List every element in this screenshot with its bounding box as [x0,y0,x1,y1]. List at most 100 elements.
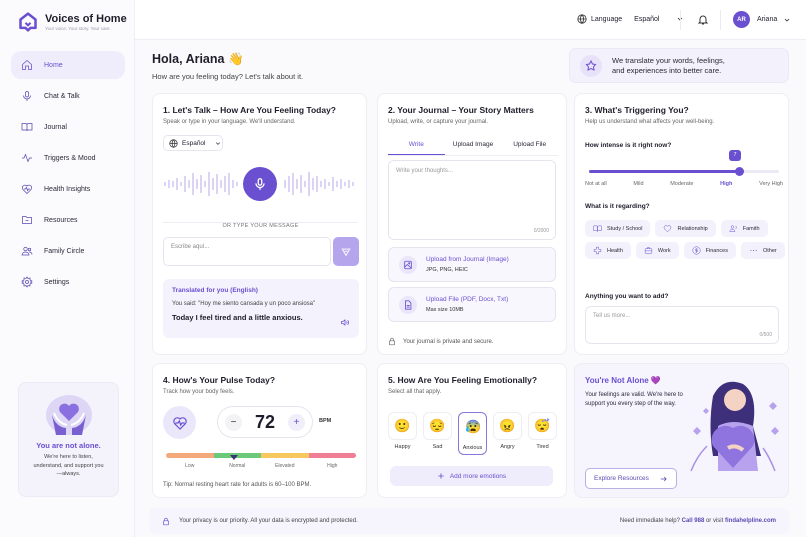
not-alone-title: You're Not Alone 💜 [585,376,661,385]
arrow-right-icon [660,476,667,481]
talk-language-select[interactable]: Español [163,135,223,151]
message-input[interactable]: Escribe aquí... [163,237,331,266]
heart-rate-icon-badge [163,406,196,439]
page-subtitle: How are you feeling today? Let's talk ab… [152,72,304,81]
woman-hugging-heart-illustration [690,381,779,472]
emotion-angry[interactable]: 😠 Angry [493,412,522,455]
chip-work[interactable]: Work [635,242,679,259]
sidebar-item-home[interactable]: Home [11,51,125,79]
chip-other[interactable]: Other [740,242,785,259]
mic-icon [255,178,265,190]
sidebar-item-settings[interactable]: Settings [11,268,125,296]
record-voice-button[interactable] [243,167,277,201]
book-icon [593,225,602,232]
upload-file-button[interactable]: Upload File (PDF, Docx, Txt) Max size 10… [388,287,556,322]
chip-finances[interactable]: Finances [683,242,736,259]
intensity-value-bubble: 7 [729,150,741,161]
privacy-note: Your privacy is our priority. All your d… [179,518,358,524]
emotion-happy[interactable]: 🙂 Happy [388,412,417,455]
talk-language-value: Español [182,139,206,147]
play-audio-button[interactable] [340,318,350,329]
emotions-subtitle: Select all that apply. [388,389,442,395]
call-988-link[interactable]: Call 988 [681,518,705,524]
emotion-tired[interactable]: 😴 Tired [528,412,557,455]
not-alone-card: You're Not Alone 💜 Your feelings are val… [574,363,789,498]
pulse-range-bar [166,453,356,458]
pulse-icon [22,153,32,163]
sidebar-item-health[interactable]: Health Insights [11,175,125,203]
chevron-down-icon [215,141,220,145]
sidebar-nav: Home Chat & Talk Journal Triggers & Mood… [11,51,125,299]
heart-icon [664,225,672,233]
book-icon [21,123,33,132]
trigger-details-textarea[interactable]: Tell us more... 0/500 [585,306,779,344]
support-card-title: You are not alone. [36,441,101,450]
chip-study[interactable]: Study / School [585,220,651,237]
sidebar-item-resources[interactable]: Resources [11,206,125,234]
avatar: AR [733,11,750,28]
support-card: You are not alone. We're here to listen,… [18,382,119,497]
pulse-unit: BPM [319,418,332,424]
gear-icon [21,276,33,288]
bell-icon [697,15,709,25]
slider-handle[interactable] [735,166,744,176]
journal-subtitle: Upload, write, or capture your journal. [388,119,489,125]
upload-image-button[interactable]: Upload from Journal (Image) JPG, PNG, HE… [388,247,556,282]
increase-pulse-button[interactable]: + [288,413,305,431]
emotions-title: 5. How Are You Feeling Emotionally? [388,375,538,385]
divider [680,10,681,30]
divider [720,10,721,30]
file-icon [405,299,412,310]
language-selector[interactable]: Language Español [577,14,685,24]
add-emotions-button[interactable]: Add more emotions [390,466,553,486]
pulse-range-labels: Low Normal Elevated High [185,463,338,469]
sidebar-item-chat[interactable]: Chat & Talk [11,82,125,110]
chip-relationship[interactable]: Relationship [655,220,716,237]
notifications-button[interactable] [697,13,709,28]
folder-icon [22,216,32,224]
upload-file-title: Upload File (PDF, Docx, Txt) [426,296,509,303]
emotion-options: 🙂 Happy 😔 Sad 😰 Anxious 😠 Angry 😴 Tired [388,412,557,455]
tab-upload-image[interactable]: Upload Image [452,141,494,148]
health-cross-icon [593,246,602,255]
journal-privacy-note: Your journal is private and secure. [388,337,494,346]
tab-upload-file[interactable]: Upload File [513,141,547,148]
globe-icon [169,138,178,148]
chip-health[interactable]: Health [585,242,631,259]
intensity-scale: Not at all Mild Moderate High Very High [585,181,783,187]
sidebar-item-label: Chat & Talk [44,92,80,100]
sad-face-icon: 😔 [423,412,452,440]
emotion-anxious[interactable]: 😰 Anxious [458,412,487,455]
sidebar-item-triggers[interactable]: Triggers & Mood [11,144,125,172]
helpline-link[interactable]: findahelpline.com [724,518,776,524]
pulse-tip: Tip: Normal resting heart rate for adult… [163,482,312,488]
talk-subtitle: Speak or type in your language. We'll un… [163,119,296,125]
send-button[interactable] [333,237,359,266]
explore-resources-button[interactable]: Explore Resources [585,468,677,489]
dollar-icon [692,246,701,255]
tab-write[interactable]: Write [388,136,445,155]
chip-family[interactable]: Famith [720,220,768,237]
sidebar-item-journal[interactable]: Journal [11,113,125,141]
intensity-slider[interactable] [589,166,779,176]
language-label: Language [591,15,623,23]
logo[interactable]: Voices of Home Your voice. Your story. Y… [18,12,127,32]
user-menu[interactable]: AR Ariana [733,11,792,28]
journal-textarea[interactable]: Write your thoughts... 0/2000 [388,160,556,240]
journal-title: 2. Your Journal – Your Story Matters [388,105,534,115]
sidebar: Voices of Home Your voice. Your story. Y… [0,0,135,537]
tired-face-icon: 😴 [528,412,557,440]
journal-char-counter: 0/2000 [533,228,549,234]
translate-banner: We translate your words, feelings, and e… [569,48,789,83]
sidebar-item-family[interactable]: Family Circle [11,237,125,265]
sidebar-item-label: Settings [44,278,70,286]
globe-icon [577,14,587,24]
talk-card: 1. Let's Talk – How Are You Feeling Toda… [152,93,367,355]
decrease-pulse-button[interactable]: − [225,413,242,431]
journal-tabs: Write Upload Image Upload File [388,136,558,156]
emotion-sad[interactable]: 😔 Sad [423,412,452,455]
chevron-down-icon [784,18,790,22]
sidebar-item-label: Journal [44,123,67,131]
intensity-label: How intense is it right now? [585,142,672,149]
translation-box: Translated for you (English) You said: "… [163,279,359,338]
